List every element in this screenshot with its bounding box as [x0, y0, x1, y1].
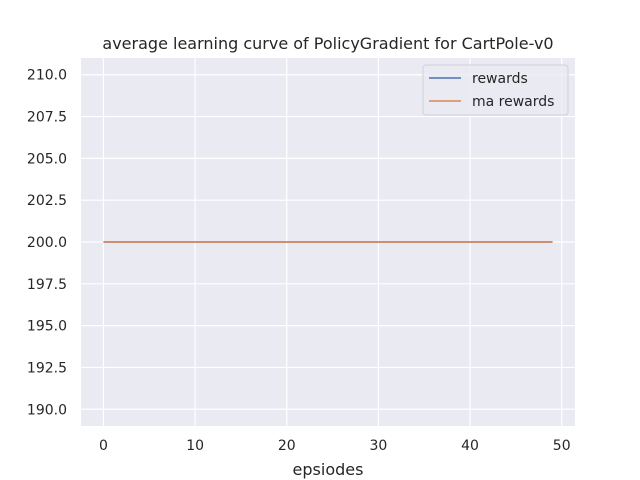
- legend: rewards ma rewards: [422, 64, 569, 116]
- y-tick-label: 202.5: [27, 193, 67, 209]
- x-tick-label: 30: [369, 438, 387, 454]
- chart-title: average learning curve of PolicyGradient…: [102, 34, 553, 53]
- y-tick-label: 205.0: [27, 151, 67, 167]
- legend-label: rewards: [472, 71, 528, 87]
- y-tick-label: 192.5: [27, 360, 67, 376]
- x-tick-label: 50: [553, 438, 571, 454]
- y-tick-label: 207.5: [27, 110, 67, 126]
- x-tick-label: 0: [99, 438, 108, 454]
- y-tick-label: 210.0: [27, 68, 67, 84]
- y-tick-label: 190.0: [27, 402, 67, 418]
- legend-label: ma rewards: [472, 94, 554, 110]
- x-tick-label: 20: [278, 438, 296, 454]
- y-tick-label: 197.5: [27, 277, 67, 293]
- x-tick-label: 10: [186, 438, 204, 454]
- y-tick-label: 200.0: [27, 235, 67, 251]
- x-tick-label: 40: [461, 438, 479, 454]
- x-axis-label: epsiodes: [293, 460, 364, 479]
- y-tick-label: 195.0: [27, 319, 67, 335]
